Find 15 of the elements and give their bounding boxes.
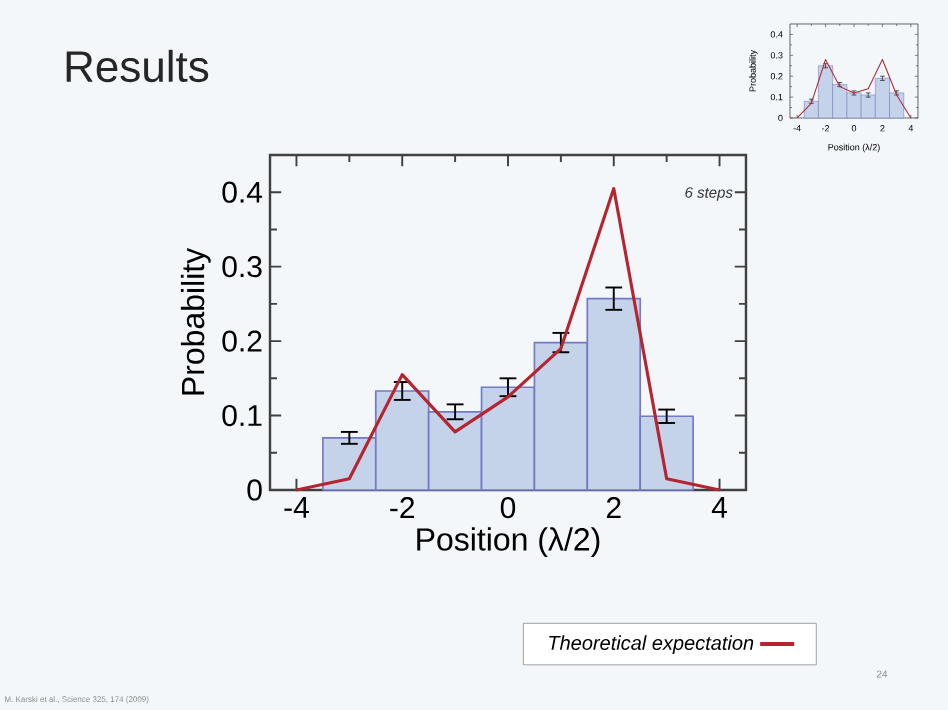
x-tick-label: 0 bbox=[500, 497, 516, 519]
y-tick-label: 0.2 bbox=[222, 330, 262, 352]
x-tick-label: 4 bbox=[711, 497, 727, 518]
y-axis-title: Probability bbox=[180, 247, 211, 395]
legend-label: Theoretical expectation bbox=[549, 635, 754, 654]
x-tick-label: -2 bbox=[390, 497, 415, 518]
x-tick-label: 2 bbox=[606, 497, 621, 518]
line-series bbox=[796, 58, 912, 119]
x-tick-label: -4 bbox=[284, 497, 309, 518]
y-tick-label: 0 bbox=[247, 479, 262, 501]
y-tick-label: 0.3 bbox=[222, 256, 262, 278]
x-axis-title: Position (λ/2) bbox=[417, 527, 600, 558]
chart-title: Results bbox=[66, 49, 209, 83]
y-tick-label: 0.1 bbox=[222, 404, 262, 427]
y-tick-label: 0.4 bbox=[222, 181, 263, 203]
